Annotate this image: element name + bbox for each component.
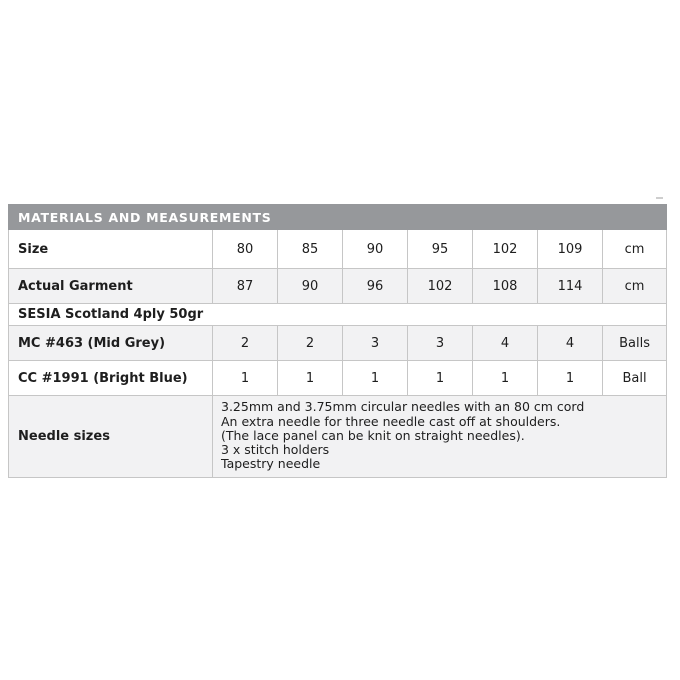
needle-detail-line: (The lace panel can be knit on straight … — [221, 427, 525, 443]
garment-value-cell: 96 — [342, 268, 408, 304]
size-row: Size 80 85 90 95 102 109 cm — [8, 229, 668, 269]
cc-value-cell: 1 — [342, 360, 408, 396]
table-title-bar: MATERIALS AND MEASUREMENTS — [7, 204, 668, 230]
size-value-cell: 95 — [407, 229, 473, 269]
mc-value-cell: 2 — [212, 325, 278, 361]
main-color-row-label: MC #463 (Mid Grey) — [8, 325, 213, 361]
mc-value-cell: 3 — [407, 325, 473, 361]
mc-value-cell: 3 — [342, 325, 408, 361]
actual-garment-row: Actual Garment 87 90 96 102 108 114 cm — [8, 268, 668, 304]
materials-measurements-table: MATERIALS AND MEASUREMENTS Size 80 85 90… — [7, 204, 668, 478]
needle-detail-line: 3 x stitch holders — [221, 442, 330, 458]
garment-value-cell: 87 — [212, 268, 278, 304]
size-row-label: Size — [8, 229, 213, 269]
size-value-cell: 109 — [537, 229, 603, 269]
cc-unit-cell: Ball — [601, 360, 668, 396]
cc-value-cell: 1 — [277, 360, 343, 396]
garment-value-cell: 114 — [537, 268, 603, 304]
garment-unit-cell: cm — [601, 268, 668, 304]
garment-value-cell: 102 — [407, 268, 473, 304]
cc-value-cell: 1 — [472, 360, 538, 396]
yarn-section-row: SESIA Scotland 4ply 50gr — [7, 303, 668, 326]
mc-value-cell: 4 — [537, 325, 603, 361]
garment-value-cell: 90 — [277, 268, 343, 304]
size-unit-cell: cm — [601, 229, 668, 269]
garment-value-cell: 108 — [472, 268, 538, 304]
needle-sizes-row-label: Needle sizes — [8, 395, 213, 478]
size-value-cell: 102 — [472, 229, 538, 269]
needle-sizes-details: 3.25mm and 3.75mm circular needles with … — [211, 395, 668, 478]
mc-unit-cell: Balls — [601, 325, 668, 361]
needle-detail-line: Tapestry needle — [221, 456, 321, 472]
main-color-row: MC #463 (Mid Grey) 2 2 3 3 4 4 Balls — [8, 325, 668, 361]
cc-value-cell: 1 — [407, 360, 473, 396]
needle-sizes-row: Needle sizes 3.25mm and 3.75mm circular … — [8, 395, 668, 478]
page-artifact-dash — [656, 197, 663, 199]
size-value-cell: 90 — [342, 229, 408, 269]
yarn-section-label: SESIA Scotland 4ply 50gr — [7, 303, 668, 326]
contrast-color-row-label: CC #1991 (Bright Blue) — [8, 360, 213, 396]
contrast-color-row: CC #1991 (Bright Blue) 1 1 1 1 1 1 Ball — [8, 360, 668, 396]
mc-value-cell: 2 — [277, 325, 343, 361]
size-value-cell: 80 — [212, 229, 278, 269]
actual-garment-row-label: Actual Garment — [8, 268, 213, 304]
cc-value-cell: 1 — [212, 360, 278, 396]
needle-detail-line: 3.25mm and 3.75mm circular needles with … — [221, 399, 585, 415]
mc-value-cell: 4 — [472, 325, 538, 361]
cc-value-cell: 1 — [537, 360, 603, 396]
needle-detail-line: An extra needle for three needle cast of… — [221, 413, 561, 429]
size-value-cell: 85 — [277, 229, 343, 269]
table-title-row: MATERIALS AND MEASUREMENTS — [7, 204, 668, 230]
